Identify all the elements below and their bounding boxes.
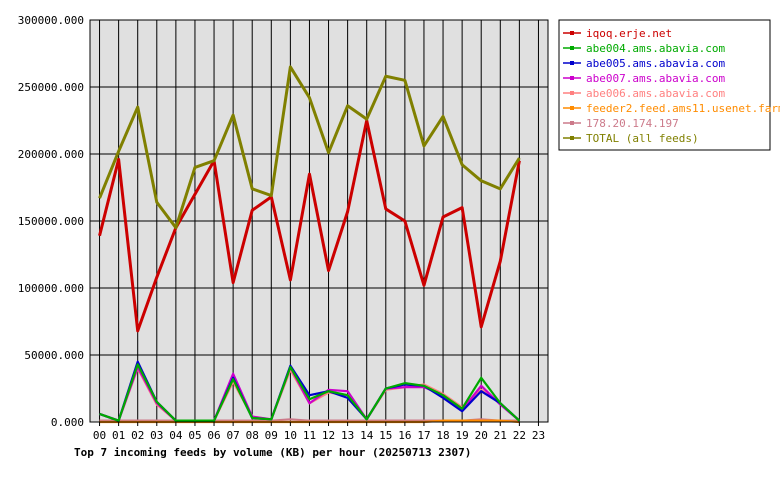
y-tick-label: 50000.000: [24, 349, 84, 362]
y-tick-label: 100000.000: [18, 282, 84, 295]
series-lines: [98, 65, 521, 424]
legend-marker: [570, 61, 574, 65]
chart-title: Top 7 incoming feeds by volume (KB) per …: [74, 446, 471, 459]
grid-lines: [90, 19, 548, 423]
x-tick-label: 10: [284, 429, 297, 442]
y-tick-label: 300000.000: [18, 14, 84, 27]
legend-label: abe006.ams.abavia.com: [586, 87, 725, 100]
legend-marker: [570, 76, 574, 80]
x-tick-label: 03: [150, 429, 163, 442]
x-tick-label: 23: [532, 429, 545, 442]
legend-label: abe005.ams.abavia.com: [586, 57, 725, 70]
legend-label: abe007.ams.abavia.com: [586, 72, 725, 85]
x-tick-label: 08: [246, 429, 259, 442]
legend-marker: [570, 121, 574, 125]
x-tick-label: 13: [341, 429, 354, 442]
legend-label: 178.20.174.197: [586, 117, 679, 130]
y-tick-label: 0.000: [51, 416, 84, 429]
x-tick-label: 01: [112, 429, 125, 442]
x-tick-label: 05: [188, 429, 201, 442]
y-tick-label: 150000.000: [18, 215, 84, 228]
x-axis: 00 01 02 03 04 05 06 07 08 09 10 11 12 13 14 15 16 17 18 19…: [93, 422, 545, 442]
x-tick-label: 17: [417, 429, 430, 442]
x-tick-label: 21: [494, 429, 507, 442]
x-tick-label: 19: [456, 429, 469, 442]
legend-label: abe004.ams.abavia.com: [586, 42, 725, 55]
x-tick-label: 02: [131, 429, 144, 442]
x-tick-label: 18: [436, 429, 449, 442]
series-line-7: [98, 65, 521, 230]
legend-marker: [570, 136, 574, 140]
y-tick-label: 250000.000: [18, 81, 84, 94]
legend-marker: [570, 106, 574, 110]
legend-label: TOTAL (all feeds): [586, 132, 699, 145]
x-tick-label: 06: [207, 429, 220, 442]
x-tick-label: 20: [475, 429, 488, 442]
y-tick-label: 200000.000: [18, 148, 84, 161]
series-line-1: [99, 363, 521, 422]
series-line-0: [98, 119, 521, 333]
x-tick-label: 04: [169, 429, 183, 442]
x-tick-label: 14: [360, 429, 374, 442]
x-tick-label: 09: [265, 429, 278, 442]
legend-marker: [570, 91, 574, 95]
legend-marker: [570, 31, 574, 35]
x-tick-label: 22: [513, 429, 526, 442]
x-tick-label: 12: [322, 429, 335, 442]
legend-label: feeder2.feed.ams11.usenet.farm: [586, 102, 780, 115]
x-tick-label: 07: [227, 429, 240, 442]
x-tick-label: 11: [303, 429, 316, 442]
plot-border: [89, 19, 549, 423]
x-tick-label: 15: [379, 429, 392, 442]
legend-marker: [570, 46, 574, 50]
x-tick-label: 16: [398, 429, 411, 442]
legend-box: [558, 19, 771, 151]
legend: iqoq.erje.net abe004.ams.abavia.com abe005…: [558, 19, 780, 151]
legend-label: iqoq.erje.net: [586, 27, 672, 40]
y-axis: 0.000 50000.000 100000.000 150000.000 200000…: [18, 14, 84, 429]
x-tick-label: 00: [93, 429, 106, 442]
